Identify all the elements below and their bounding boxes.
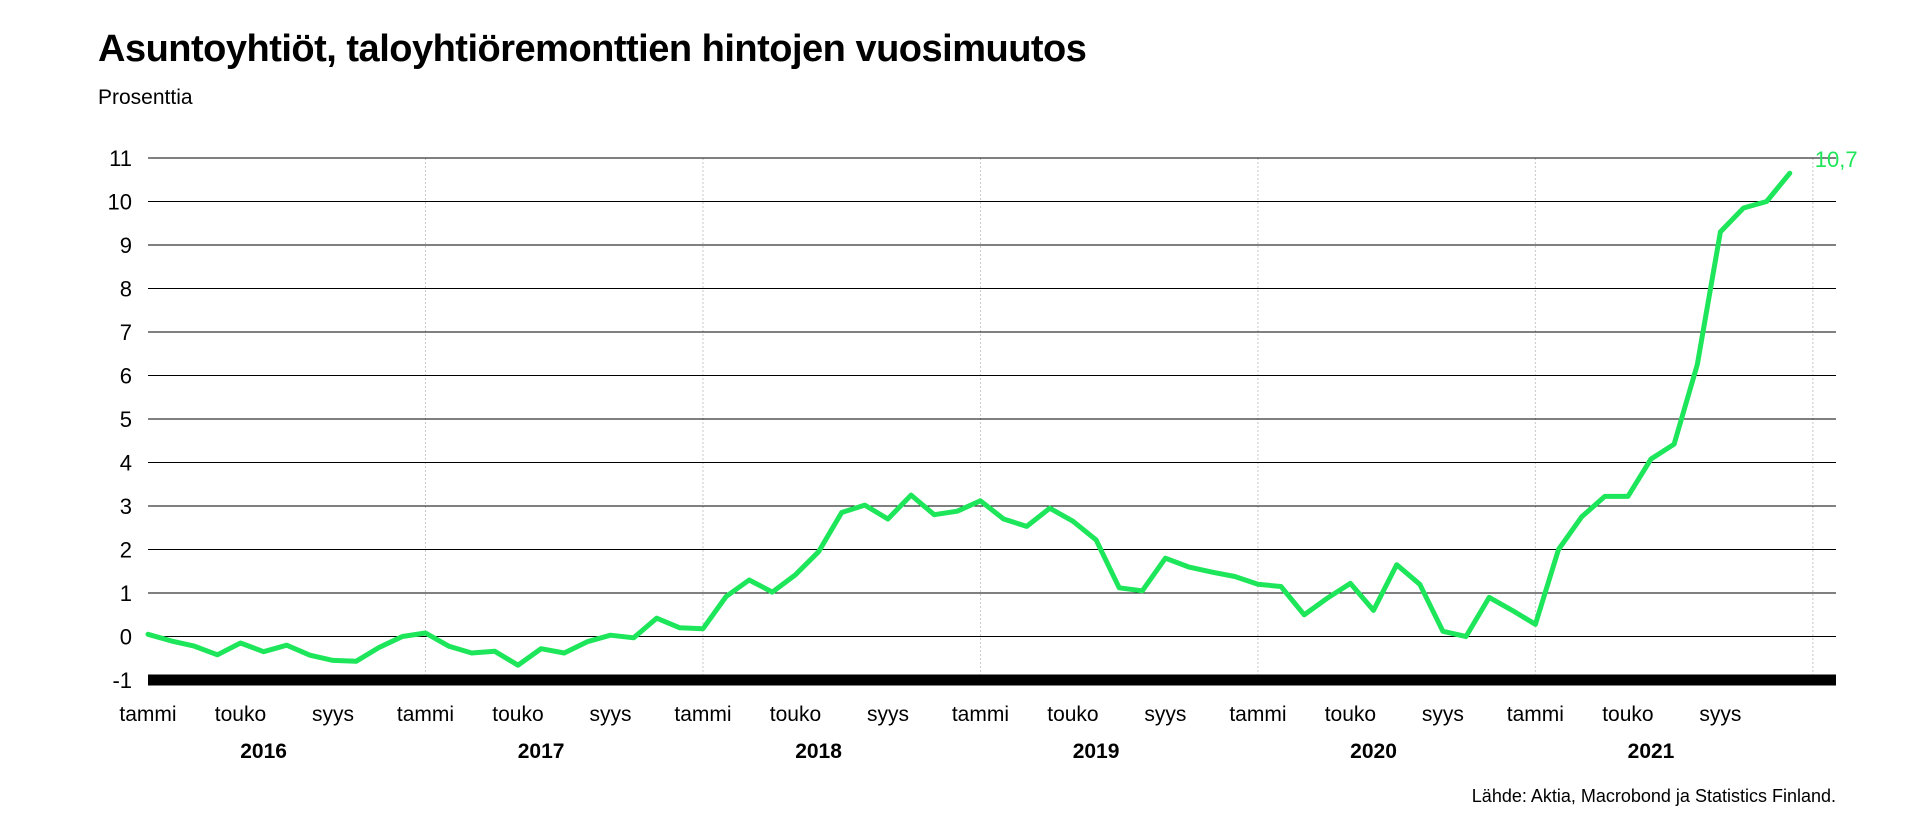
x-tick-label: syys	[1699, 703, 1741, 726]
year-label: 2020	[1350, 740, 1397, 763]
series-layer: 10,7	[145, 147, 1858, 668]
year-label: 2019	[1073, 740, 1120, 763]
series-line	[145, 170, 1793, 668]
x-tick-label: touko	[215, 703, 266, 726]
y-tick-label: 11	[109, 146, 132, 171]
year-label: 2016	[240, 740, 287, 763]
x-tick-label: touko	[1047, 703, 1098, 726]
y-axis-tick-labels: -1 0 1 2 3 4 5 6 7 8 9 10 11	[108, 146, 132, 693]
chart-title: Asuntoyhtiöt, taloyhtiöremonttien hintoj…	[98, 28, 1087, 70]
year-label: 2017	[518, 740, 565, 763]
x-tick-label: tammi	[674, 703, 731, 726]
x-tick-label: touko	[492, 703, 543, 726]
x-tick-label: tammi	[1507, 703, 1564, 726]
y-tick-label: 8	[120, 277, 132, 302]
year-label: 2018	[795, 740, 842, 763]
x-tick-label: tammi	[397, 703, 454, 726]
y-tick-label: 3	[120, 494, 132, 519]
chart-source: Lähde: Aktia, Macrobond ja Statistics Fi…	[1471, 786, 1836, 806]
x-tick-label: syys	[867, 703, 909, 726]
y-tick-label: 1	[120, 581, 132, 606]
y-tick-label: 9	[120, 233, 132, 258]
x-tick-label: syys	[589, 703, 631, 726]
x-axis-tick-labels: tammi touko syys tammi touko syys tammi touko sy…	[119, 703, 1741, 726]
y-tick-label: -1	[112, 668, 132, 693]
x-axis-year-labels: 2016 2017 2018 2019 2020 2021	[240, 740, 1674, 763]
x-tick-label: syys	[1422, 703, 1464, 726]
x-tick-label: tammi	[952, 703, 1009, 726]
x-tick-label: touko	[770, 703, 821, 726]
horizontal-gridlines	[148, 157, 1836, 686]
y-tick-label: 10	[108, 190, 132, 215]
x-tick-label: tammi	[1229, 703, 1286, 726]
x-tick-label: syys	[312, 703, 354, 726]
x-tick-label: syys	[1144, 703, 1186, 726]
chart-subtitle: Prosenttia	[98, 86, 193, 109]
y-tick-label: 7	[120, 320, 132, 345]
y-tick-label: 6	[120, 364, 132, 389]
y-tick-label: 2	[120, 538, 132, 563]
year-label: 2021	[1628, 740, 1675, 763]
y-tick-label: 5	[120, 407, 132, 432]
y-tick-label: 4	[120, 451, 132, 476]
y-tick-label: 0	[120, 625, 132, 650]
x-tick-label: tammi	[119, 703, 176, 726]
x-tick-label: touko	[1325, 703, 1376, 726]
x-tick-label: touko	[1602, 703, 1653, 726]
end-value-label: 10,7	[1815, 147, 1858, 172]
